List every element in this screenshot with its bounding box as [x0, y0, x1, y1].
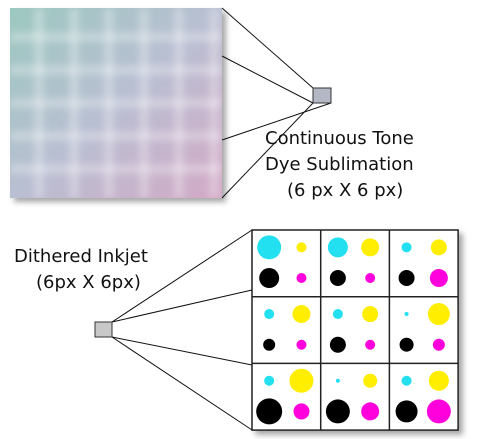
ink-dot [361, 238, 380, 257]
ink-dot [259, 268, 280, 289]
ink-dot [398, 270, 415, 287]
zoom-lines-top [221, 7, 332, 199]
ink-dot [296, 242, 307, 253]
dither-grid [251, 229, 459, 431]
ink-dot [427, 303, 450, 326]
ink-dot [363, 373, 378, 388]
ink-dot [296, 273, 307, 284]
ink-dot [329, 270, 346, 287]
continuous-label: (6 px X 6 px) [287, 180, 403, 201]
dithered-label: (6px X 6px) [36, 272, 141, 293]
ink-dot [428, 370, 449, 391]
ink-dot [404, 312, 409, 317]
continuous-label: Dye Sublimation [265, 154, 414, 175]
ink-dot [289, 368, 314, 393]
ink-dot [327, 237, 348, 258]
continuous-texture [10, 8, 222, 198]
ink-dot [401, 375, 412, 386]
ink-dot [429, 269, 448, 288]
ink-dot [395, 400, 418, 423]
ink-dot [365, 273, 376, 284]
ink-dot [293, 403, 310, 420]
ink-dot [432, 338, 445, 351]
ink-dot [292, 305, 311, 324]
zoom-lines-bottom [111, 229, 253, 431]
ink-dot [329, 336, 346, 353]
ink-dot [257, 235, 282, 260]
ink-dot [401, 242, 412, 253]
pixel-swatch-top [312, 87, 332, 104]
dithered-label: Dithered Inkjet [14, 246, 148, 267]
ink-dot [365, 339, 376, 350]
ink-dot [264, 375, 275, 386]
ink-dot [263, 338, 276, 351]
continuous-label: Continuous Tone [265, 128, 414, 149]
ink-dot [430, 239, 447, 256]
ink-dot [296, 339, 307, 350]
ink-dot [361, 402, 380, 421]
ink-dot [335, 378, 340, 383]
ink-dot [332, 309, 343, 320]
pixel-swatch-bottom [94, 321, 113, 338]
ink-dot [256, 398, 283, 425]
ink-dot [325, 399, 350, 424]
ink-dot [264, 309, 275, 320]
ink-dot [426, 399, 451, 424]
ink-dot [362, 306, 379, 323]
ink-dot [399, 337, 414, 352]
grid-frame [251, 229, 459, 431]
